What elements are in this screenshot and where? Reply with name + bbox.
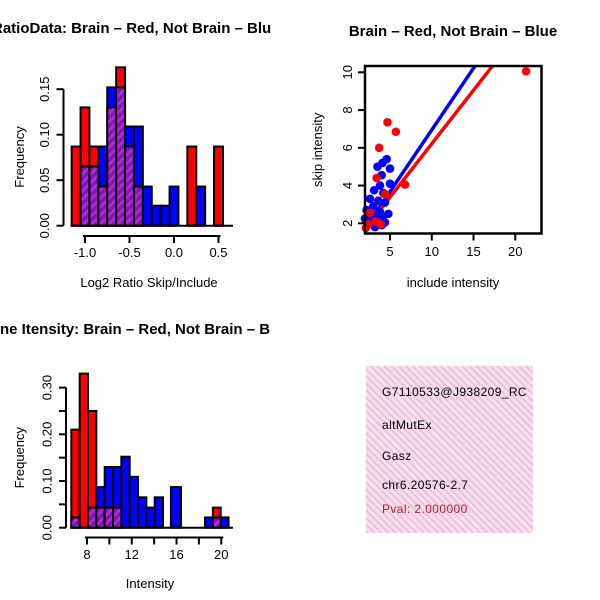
panel-title: ne Itensity: Brain – Red, Not Brain – B: [0, 321, 270, 338]
y-tick-label: 0.00: [40, 515, 55, 540]
x-tick-label: 12: [125, 547, 139, 562]
x-tick-label: 0.0: [165, 245, 183, 260]
blue-data-point: [380, 198, 390, 207]
y-tick-label: 0.10: [40, 468, 55, 493]
blue-data-point: [382, 154, 391, 164]
info-box-pval-line: Pval: 2.000000: [382, 502, 468, 516]
red-data-point: [380, 189, 390, 199]
red-data-point: [400, 180, 410, 189]
hist-bar-blue: [128, 475, 140, 529]
hist-bar-blue: [159, 204, 171, 227]
x-axis-label: Log2 Ratio Skip/Include: [80, 275, 217, 290]
hist-bar-overlap: [97, 185, 109, 227]
blue-data-point: [385, 179, 395, 188]
x-axis-label: include intensity: [407, 275, 500, 290]
hist-bar-overlap: [79, 165, 91, 227]
ratio-histogram: 0.00 0.05 0.10 0.15 -1.0 -0.5 0.0 0.5 Log2 Ratio…: [0, 20, 271, 290]
y-tick-label: 0.15: [37, 77, 52, 102]
hist-bar-blue: [120, 455, 131, 529]
x-tick-label: 20: [508, 244, 522, 259]
hist-bar-blue: [150, 204, 162, 227]
hist-bar-overlap: [124, 145, 135, 227]
x-tick-label: -0.5: [118, 245, 140, 260]
hist-bar-red: [78, 372, 90, 529]
blue-data-point: [375, 181, 385, 190]
info-box-id-line: G7110533@J938209_RC: [382, 385, 527, 399]
hist-bar-blue: [153, 496, 165, 529]
blue-data-point: [365, 194, 375, 204]
x-tick-label: 16: [169, 547, 183, 562]
hist-bar-blue: [145, 506, 156, 529]
y-tick-label: 0.30: [40, 375, 55, 400]
x-tick-label: 15: [466, 244, 480, 259]
hist-bar-overlap: [112, 506, 123, 529]
hist-bar-red: [186, 145, 198, 227]
y-tick-label: 2: [340, 220, 355, 227]
blue-data-point: [369, 185, 379, 195]
y-tick-label: 0.20: [40, 422, 55, 447]
hist-bar-blue: [204, 516, 214, 529]
y-tick-label: 0.00: [37, 213, 52, 238]
blue-fit-line: [365, 66, 477, 232]
hist-bar-blue: [137, 496, 148, 529]
red-data-point: [374, 143, 384, 153]
blue-data-point: [374, 196, 383, 205]
hist-bar-red: [213, 145, 224, 227]
x-tick-label: 10: [425, 244, 439, 259]
hist-bar-blue: [141, 185, 153, 227]
scatter-plot: 5 10 15 20 2 4 6 8 10 include intensity skip inten…: [310, 23, 557, 290]
hist-bar-overlap: [106, 106, 118, 227]
red-data-point: [391, 127, 401, 137]
hist-bar-overlap: [87, 506, 98, 529]
info-box-locus-line: chr6.20576-2.7: [382, 478, 469, 492]
y-axis-label: Frequency: [12, 426, 27, 488]
y-tick-label: 4: [340, 182, 355, 189]
x-tick-label: 5: [386, 244, 393, 259]
y-tick-label: 6: [340, 144, 355, 151]
blue-data-point: [369, 202, 378, 211]
hist-bar-red: [70, 428, 81, 529]
hist-bar-overlap: [70, 516, 81, 529]
y-tick-label: 0.05: [37, 168, 52, 193]
x-tick-label: 8: [83, 547, 90, 562]
red-data-point: [372, 173, 381, 183]
hist-bar-blue: [195, 185, 207, 227]
blue-data-point: [385, 164, 395, 173]
y-tick-label: 10: [340, 65, 355, 79]
hist-bar-blue: [168, 185, 180, 227]
panel-title: Brain – Red, Not Brain – Blue: [349, 23, 557, 40]
hist-bar-blue: [219, 516, 230, 529]
hist-bar-overlap: [115, 86, 127, 227]
blue-data-point: [373, 162, 382, 171]
y-tick-label: 8: [340, 106, 355, 113]
y-axis-label: skip intensity: [310, 112, 325, 187]
x-tick-label: 20: [214, 547, 228, 562]
hist-bar-overlap: [211, 516, 222, 529]
red-data-point: [521, 67, 531, 76]
red-data-point: [376, 219, 386, 229]
plot-frame: [363, 64, 543, 235]
hist-bar-blue: [169, 486, 182, 529]
x-tick-label: 0.5: [209, 245, 227, 260]
panel-title: RatioData: Brain – Red, Not Brain – Blu: [0, 20, 271, 37]
red-data-point: [383, 118, 392, 127]
x-tick-label: -1.0: [74, 245, 96, 260]
y-tick-label: 0.10: [37, 122, 52, 147]
hist-bar-overlap: [103, 506, 115, 529]
hist-bar-red: [70, 145, 82, 227]
red-data-point: [365, 208, 375, 218]
x-axis-label: Intensity: [126, 576, 175, 591]
info-box-gene-line: Gasz: [382, 449, 412, 463]
intensity-histogram: 0.00 0.10 0.20 0.30 8 12 16 20 Intensity Frequenc…: [0, 321, 270, 591]
blue-data-point: [378, 212, 387, 221]
hist-bar-overlap: [88, 165, 100, 227]
y-axis-label: Frequency: [12, 126, 27, 188]
hist-bar-overlap: [95, 506, 106, 529]
info-box: G7110533@J938209_RC altMutEx Gasz chr6.2…: [366, 366, 533, 533]
hist-bar-overlap: [132, 185, 144, 227]
info-box-type-line: altMutEx: [382, 418, 432, 432]
